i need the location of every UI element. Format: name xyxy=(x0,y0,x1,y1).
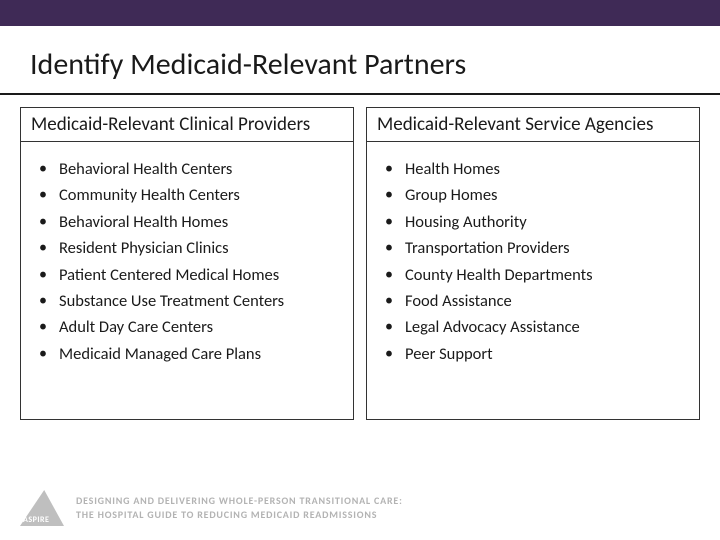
title-row: Identify Medicaid-Relevant Partners xyxy=(0,26,720,95)
list-item: Health Homes xyxy=(381,156,685,182)
list-item: County Health Departments xyxy=(381,262,685,288)
page-title: Identify Medicaid-Relevant Partners xyxy=(30,46,690,83)
list-item: Housing Authority xyxy=(381,209,685,235)
top-accent-bar xyxy=(0,0,720,26)
list-item: Behavioral Health Homes xyxy=(35,209,339,235)
list-item: Peer Support xyxy=(381,341,685,367)
item-list: Behavioral Health Centers Community Heal… xyxy=(35,156,339,367)
column-header: Medicaid-Relevant Clinical Providers xyxy=(20,107,354,142)
column-body: Behavioral Health Centers Community Heal… xyxy=(20,142,354,420)
list-item: Food Assistance xyxy=(381,288,685,314)
list-item: Group Homes xyxy=(381,182,685,208)
logo-label: ASPIRE xyxy=(23,515,49,525)
list-item: Transportation Providers xyxy=(381,235,685,261)
list-item: Community Health Centers xyxy=(35,182,339,208)
list-item: Legal Advocacy Assistance xyxy=(381,314,685,340)
footer: ASPIRE DESIGNING AND DELIVERING WHOLE-PE… xyxy=(20,490,403,526)
column-service-agencies: Medicaid-Relevant Service Agencies Healt… xyxy=(366,107,700,420)
footer-line-1: DESIGNING AND DELIVERING WHOLE-PERSON TR… xyxy=(76,494,403,508)
footer-text: DESIGNING AND DELIVERING WHOLE-PERSON TR… xyxy=(76,494,403,522)
column-body: Health Homes Group Homes Housing Authori… xyxy=(366,142,700,420)
columns-container: Medicaid-Relevant Clinical Providers Beh… xyxy=(0,95,720,420)
list-item: Behavioral Health Centers xyxy=(35,156,339,182)
list-item: Adult Day Care Centers xyxy=(35,314,339,340)
column-header: Medicaid-Relevant Service Agencies xyxy=(366,107,700,142)
list-item: Patient Centered Medical Homes xyxy=(35,262,339,288)
list-item: Resident Physician Clinics xyxy=(35,235,339,261)
footer-logo: ASPIRE xyxy=(20,490,64,526)
item-list: Health Homes Group Homes Housing Authori… xyxy=(381,156,685,367)
column-clinical-providers: Medicaid-Relevant Clinical Providers Beh… xyxy=(20,107,354,420)
list-item: Substance Use Treatment Centers xyxy=(35,288,339,314)
footer-line-2: THE HOSPITAL GUIDE TO REDUCING MEDICAID … xyxy=(76,508,403,522)
list-item: Medicaid Managed Care Plans xyxy=(35,341,339,367)
